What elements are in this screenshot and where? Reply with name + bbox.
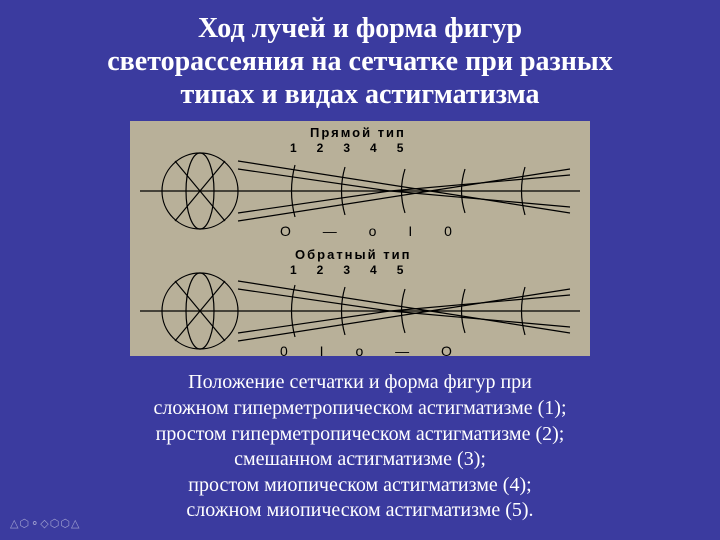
figure-top-blur-shapes: O — o I 0 [280,223,466,239]
watermark-icon: △⬡⚬◇⬡⬡△ [10,517,80,530]
caption-line2: сложном гиперметропическом астигматизме … [153,397,566,419]
caption-line3: простом гиперметропическом астигматизме … [156,423,565,445]
title-line1: Ход лучей и форма фигур [198,13,522,44]
figure-bottom-blur-shapes: 0 I o — O [280,343,466,359]
caption-line6: сложном миопическом астигматизме (5). [186,499,533,521]
slide-caption: Положение сетчатки и форма фигур при сло… [153,370,566,524]
title-line2: светорассеяния на сетчатке при разных [107,46,613,77]
figure-bottom-label: Обратный тип [295,247,411,262]
optics-figure: Прямой тип 12345 [130,121,590,356]
caption-line5: простом миопическом астигматизме (4); [188,474,531,496]
ray-diagram-icon [130,121,590,361]
caption-line4: смешанном астигматизме (3); [234,448,486,470]
caption-line1: Положение сетчатки и форма фигур при [188,371,532,393]
slide-title: Ход лучей и форма фигур светорассеяния н… [107,12,613,111]
figure-bottom-numbers: 12345 [290,263,423,277]
slide: Ход лучей и форма фигур светорассеяния н… [0,0,720,540]
title-line3: типах и видах астигматизма [180,79,539,110]
